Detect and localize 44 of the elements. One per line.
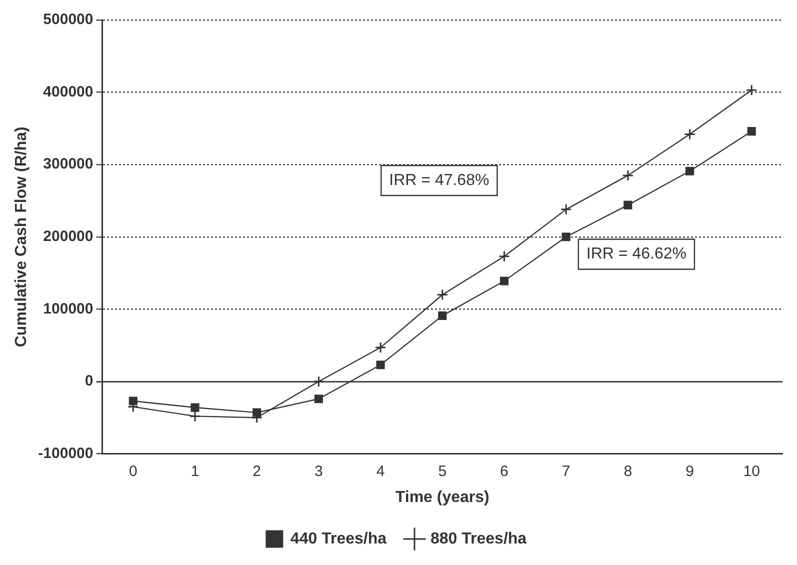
x-tick-label: 3 [314, 462, 323, 480]
annotation: IRR = 47.68% [389, 172, 490, 189]
y-tick-label: 500000 [43, 11, 94, 28]
point [562, 232, 570, 242]
point [685, 166, 694, 176]
x-tick-label: 1 [190, 462, 200, 480]
legend-label: 440 Trees/ha [290, 530, 387, 548]
point [500, 276, 508, 286]
x-tick-label: 5 [438, 462, 447, 480]
x-tick-label: 9 [686, 462, 694, 480]
point [312, 376, 324, 388]
point [376, 360, 385, 370]
point [747, 127, 756, 136]
point [128, 396, 138, 406]
point [438, 311, 447, 320]
y-tick-label: 400000 [43, 83, 94, 100]
x-tick-label: 7 [562, 462, 570, 480]
annotation: IRR = 46.62% [586, 246, 686, 263]
point [252, 408, 262, 417]
x-tick-label: 8 [624, 462, 632, 480]
point [684, 128, 696, 140]
x-axis-title: Time (years) [395, 488, 490, 506]
point [560, 204, 572, 216]
point [622, 170, 634, 182]
y-tick-label: 200000 [43, 228, 94, 246]
point [190, 403, 200, 412]
x-tick-label: 4 [376, 462, 385, 480]
y-axis-title: Cumulative Cash Flow (R/ha) [13, 126, 30, 348]
x-tick-label: 10 [743, 462, 760, 480]
y-tick-label: 300000 [43, 156, 94, 173]
y-tick-label: -100000 [38, 444, 94, 462]
point [189, 410, 201, 422]
point [436, 288, 448, 300]
point [746, 84, 758, 96]
point [624, 200, 632, 210]
legend-label: 880 Trees/ha [430, 530, 527, 548]
x-tick-label: 0 [128, 462, 138, 480]
y-tick-label: 0 [84, 372, 94, 390]
x-tick-label: 6 [500, 462, 508, 480]
point [374, 342, 386, 354]
y-tick-label: 100000 [43, 300, 94, 318]
point [498, 250, 510, 262]
x-tick-label: 2 [252, 462, 262, 480]
point [314, 394, 323, 404]
